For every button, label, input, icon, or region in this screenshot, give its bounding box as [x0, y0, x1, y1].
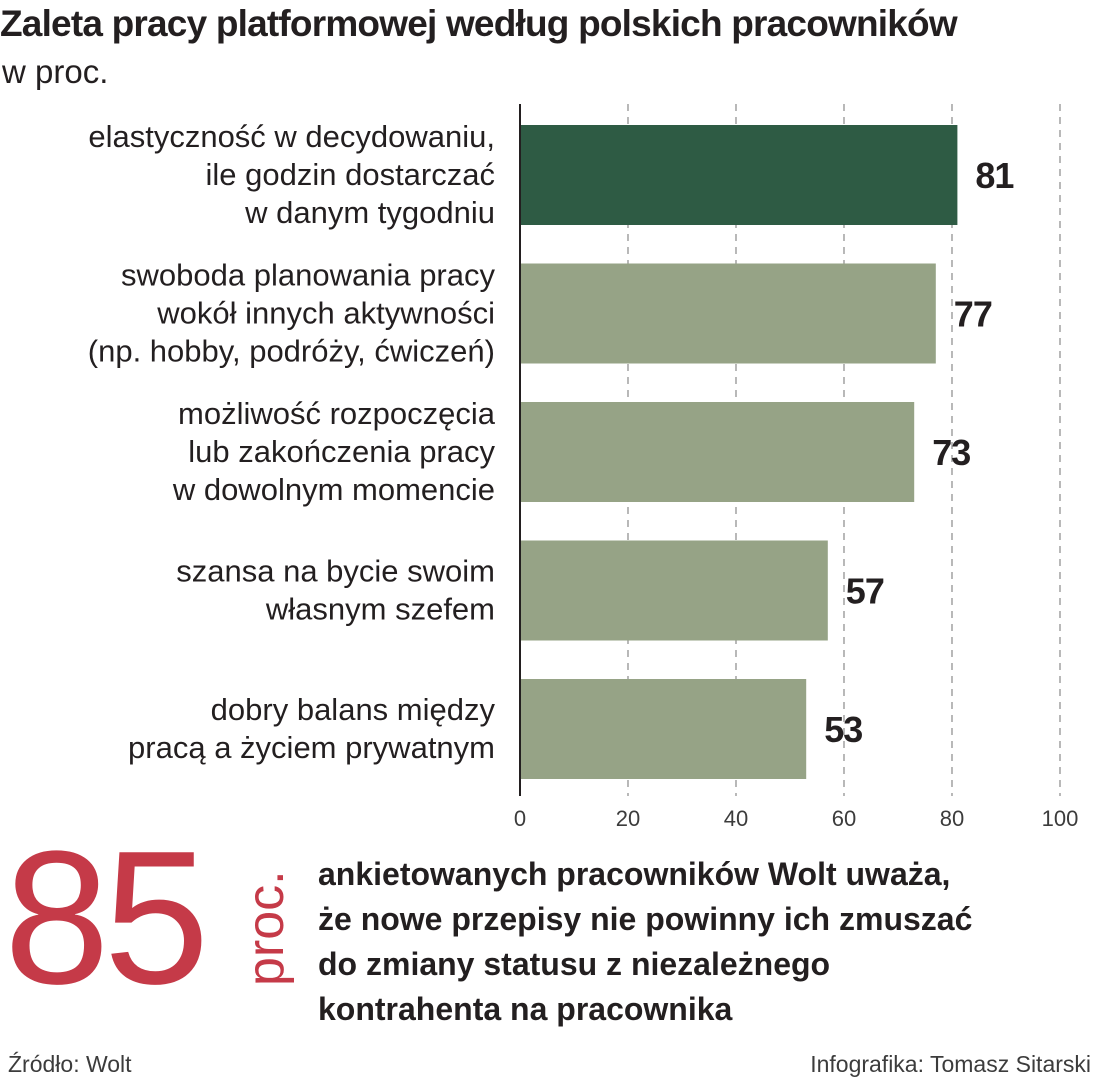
- category-label: wokół innych aktywności: [156, 296, 495, 331]
- bar-chart: 81 elastyczność w decydowaniu,ile godzin …: [88, 104, 1079, 831]
- category-label: dobry balans między: [211, 692, 496, 727]
- bar: [520, 540, 828, 641]
- category-label: szansa na bycie swoim: [176, 554, 495, 589]
- category-label: w dowolnym momencie: [172, 472, 495, 507]
- bar-value-label: 57: [846, 571, 884, 612]
- category-label: w danym tygodniu: [244, 195, 495, 230]
- category-label: ile godzin dostarczać: [206, 157, 496, 192]
- x-tick-label: 20: [616, 806, 640, 831]
- category-label: swoboda planowania pracy: [121, 258, 495, 293]
- category-label: elastyczność w decydowaniu,: [88, 119, 495, 154]
- bar: [520, 679, 807, 779]
- bar: [520, 263, 936, 364]
- highlight-note: ankietowanych pracowników Wolt uważa, że…: [318, 852, 1088, 1032]
- highlight-note-line: do zmiany statusu z niezależnego: [318, 946, 831, 982]
- highlight-unit: proc.: [237, 870, 295, 986]
- bar: [520, 125, 958, 225]
- x-tick-label: 0: [514, 806, 526, 831]
- x-tick-label: 80: [940, 806, 964, 831]
- source-note: Źródło: Wolt: [8, 1051, 132, 1077]
- bar-value-label: 81: [975, 155, 1014, 196]
- highlight-number: 85: [4, 812, 209, 1024]
- chart-subtitle: w proc.: [2, 53, 109, 90]
- highlight-note-line: że nowe przepisy nie powinny ich zmuszać: [318, 901, 973, 937]
- x-tick-label: 40: [724, 806, 748, 831]
- chart-title: Zaleta pracy platformowej według polskic…: [0, 3, 958, 44]
- category-label: własnym szefem: [265, 592, 495, 627]
- category-label: możliwość rozpoczęcia: [178, 396, 496, 431]
- bar: [520, 402, 915, 502]
- x-tick-label: 100: [1042, 806, 1079, 831]
- bar-value-label: 77: [954, 294, 992, 335]
- x-tick-label: 60: [832, 806, 856, 831]
- category-label: pracą a życiem prywatnym: [128, 730, 495, 765]
- category-label: lub zakończenia pracy: [188, 434, 495, 469]
- category-label: (np. hobby, podróży, ćwiczeń): [88, 334, 495, 369]
- credit-note: Infografika: Tomasz Sitarski: [810, 1051, 1091, 1077]
- highlight-note-line: ankietowanych pracowników Wolt uważa,: [318, 856, 951, 892]
- bar-value-label: 73: [932, 432, 970, 473]
- highlight-note-line: kontrahenta na pracownika: [318, 991, 733, 1027]
- bar-value-label: 53: [824, 709, 862, 750]
